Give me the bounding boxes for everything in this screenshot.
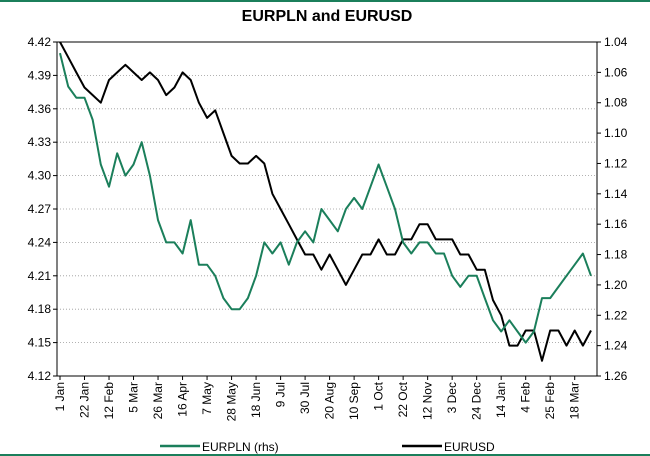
y2-tick-label: 1.26 — [604, 369, 628, 383]
x-tick-label: 26 Mar — [151, 382, 165, 419]
x-tick-label: 14 Jan — [494, 382, 508, 418]
y2-tick-label: 1.22 — [604, 308, 628, 322]
x-tick-label: 18 Jun — [249, 382, 263, 418]
x-tick-label: 18 Mar — [568, 382, 582, 419]
y-tick-label: 4.12 — [28, 369, 52, 383]
y-tick-label: 4.24 — [28, 235, 52, 249]
y-tick-label: 4.15 — [28, 336, 52, 350]
x-tick-label: 20 Aug — [323, 382, 337, 419]
series-line — [59, 41, 592, 362]
y2-tick-label: 1.06 — [604, 65, 628, 79]
x-tick-label: 25 Feb — [543, 382, 557, 420]
plot-frame — [56, 41, 598, 377]
y2-tick-label: 1.08 — [604, 96, 628, 110]
x-tick-label: 7 May — [200, 382, 214, 415]
x-tick-label: 30 Jul — [298, 382, 312, 414]
y2-tick-label: 1.10 — [604, 126, 628, 140]
y2-tick-label: 1.24 — [604, 339, 628, 353]
legend-label: EURUSD — [444, 440, 495, 454]
x-tick-label: 10 Sep — [347, 382, 361, 420]
x-tick-label: 5 Mar — [127, 382, 141, 413]
y-tick-label: 4.33 — [28, 135, 52, 149]
x-tick-label: 22 Oct — [396, 381, 410, 417]
y-tick-label: 4.18 — [28, 302, 52, 316]
x-tick-label: 1 Jan — [53, 382, 67, 411]
series-line — [59, 52, 592, 344]
x-tick-label: 16 Apr — [176, 382, 190, 417]
x-tick-label: 12 Feb — [102, 382, 116, 420]
y2-tick-label: 1.16 — [604, 217, 628, 231]
y2-tick-label: 1.20 — [604, 278, 628, 292]
chart-title: EURPLN and EURUSD — [242, 8, 413, 25]
y-tick-label: 4.36 — [28, 102, 52, 116]
x-tick-label: 28 May — [225, 382, 239, 421]
y2-tick-label: 1.14 — [604, 187, 628, 201]
y-tick-label: 4.27 — [28, 202, 52, 216]
y-tick-label: 4.42 — [28, 35, 52, 49]
x-tick-label: 4 Feb — [519, 382, 533, 413]
y-tick-label: 4.30 — [28, 169, 52, 183]
x-tick-label: 9 Jul — [274, 382, 288, 407]
y-tick-label: 4.21 — [28, 269, 52, 283]
y2-tick-label: 1.12 — [604, 156, 628, 170]
y2-tick-label: 1.18 — [604, 248, 628, 262]
x-tick-label: 3 Dec — [445, 382, 459, 413]
x-tick-label: 24 Dec — [470, 382, 484, 420]
x-tick-label: 22 Jan — [78, 382, 92, 418]
x-tick-label: 12 Nov — [421, 382, 435, 420]
y2-tick-label: 1.04 — [604, 35, 628, 49]
x-tick-label: 1 Oct — [372, 381, 386, 410]
legend-label: EURPLN (rhs) — [202, 440, 279, 454]
y-tick-label: 4.39 — [28, 68, 52, 82]
